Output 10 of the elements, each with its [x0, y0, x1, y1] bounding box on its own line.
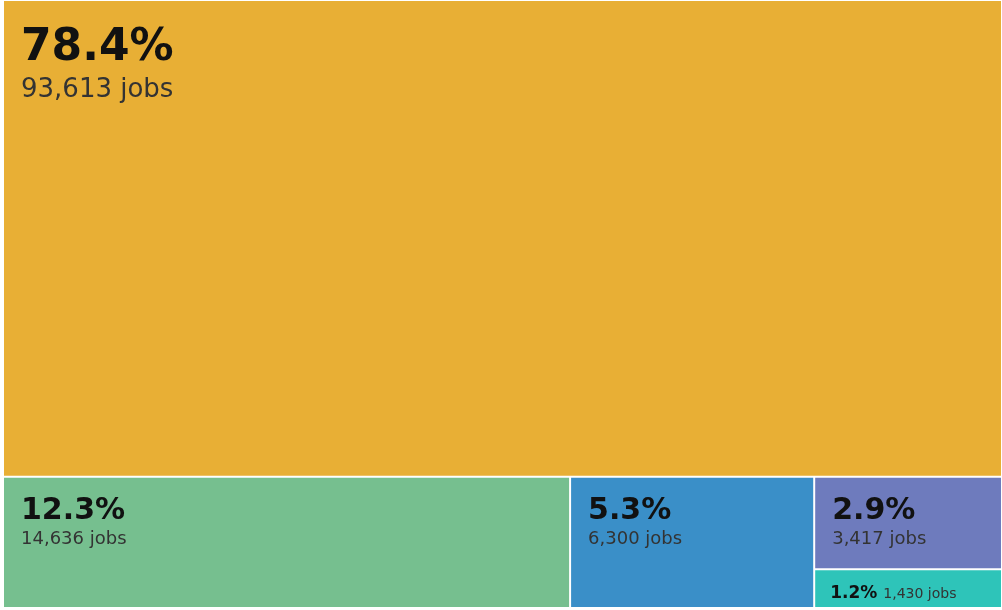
data-label: 1,430 jobs: [883, 585, 957, 601]
data-label: 14,636 jobs: [21, 526, 127, 548]
text: 5.3%: [588, 490, 672, 526]
data-label: 6,300 jobs: [588, 526, 683, 548]
data-label: 93,613 jobs: [21, 73, 174, 103]
text: 78.4%: [21, 19, 174, 70]
text: 1.2%: [830, 582, 878, 602]
text: 12.3%: [21, 490, 126, 526]
text: 2.9%: [832, 490, 916, 526]
data-label: 3,417 jobs: [832, 526, 927, 548]
